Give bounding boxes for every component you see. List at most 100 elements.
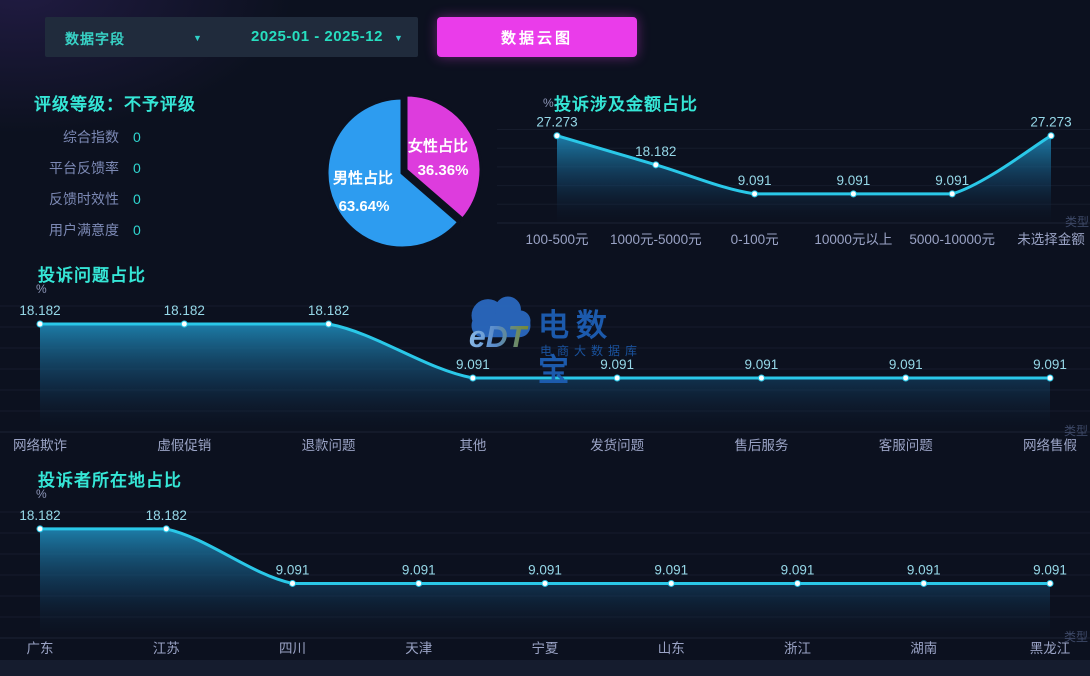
pie-label: 36.36% — [418, 162, 469, 179]
data-point — [36, 320, 44, 328]
y-axis-unit-label: % — [36, 487, 47, 501]
problems-chart-title: 投诉问题占比 — [38, 266, 146, 285]
value-label: 9.091 — [276, 562, 310, 577]
x-axis-label: 1000元-5000元 — [610, 232, 702, 247]
x-axis-label: 发货问题 — [590, 437, 644, 453]
value-label: 18.182 — [635, 144, 676, 159]
metric-value: 0 — [133, 128, 141, 145]
x-axis-label: 客服问题 — [879, 437, 933, 453]
date-range-dropdown[interactable]: 2025-01 - 2025-12 ▼ — [223, 17, 418, 57]
pie-slice-male — [325, 96, 461, 250]
data-point — [849, 190, 857, 198]
value-label: 9.091 — [456, 357, 490, 372]
metric-row: 反馈时效性 0 — [33, 183, 141, 214]
rating-title: 评级等级：不予评级 — [34, 95, 196, 114]
gender-pie-chart: 女性占比 36.36% 男性占比 63.64% — [325, 93, 483, 250]
data-point — [325, 320, 333, 328]
chevron-down-icon: ▼ — [193, 33, 202, 43]
value-label: 9.091 — [935, 173, 969, 188]
x-axis-label: 山东 — [658, 641, 685, 656]
metric-row: 用户满意度 0 — [33, 214, 141, 245]
value-label: 9.091 — [1033, 357, 1067, 372]
data-cloud-button[interactable]: 数据云图 — [437, 17, 637, 57]
pie-label: 63.64% — [339, 198, 390, 215]
value-label: 27.273 — [536, 115, 577, 130]
value-label: 18.182 — [19, 508, 60, 523]
data-point — [667, 579, 675, 587]
metric-label: 反馈时效性 — [49, 190, 119, 207]
value-label: 18.182 — [164, 303, 205, 318]
x-axis-label: 网络欺诈 — [13, 438, 67, 453]
value-label: 9.091 — [907, 562, 941, 577]
x-axis-label: 其他 — [459, 438, 486, 453]
x-axis-label: 5000-10000元 — [909, 232, 995, 247]
locations-chart-title: 投诉者所在地占比 — [38, 471, 182, 490]
x-axis-label: 宁夏 — [532, 640, 560, 656]
value-label: 9.091 — [781, 562, 815, 577]
data-point — [794, 579, 801, 587]
data-point — [948, 190, 956, 198]
pie-label: 女性占比 — [408, 137, 468, 155]
area-fill — [557, 135, 1051, 223]
problems-chart: 18.182 网络欺诈 18.182 虚假促销 18.182 退款问题 9.091 其他 9.0… — [0, 303, 1090, 453]
date-range-value: 2025-01 - 2025-12 — [251, 28, 383, 45]
data-point — [415, 579, 423, 587]
x-axis-label: 湖南 — [910, 641, 937, 656]
data-point — [1046, 579, 1054, 587]
data-point — [469, 374, 477, 382]
data-point — [36, 525, 44, 533]
value-label: 9.091 — [402, 562, 436, 577]
x-axis-label: 江苏 — [153, 641, 180, 656]
data-point — [613, 374, 621, 382]
value-label: 9.091 — [745, 357, 779, 372]
line-series — [38, 322, 1052, 380]
value-label: 27.273 — [1030, 115, 1071, 130]
data-point — [162, 525, 170, 533]
metric-value: 0 — [133, 190, 141, 207]
x-axis-label: 网络售假 — [1023, 438, 1077, 453]
metric-label: 综合指数 — [63, 128, 119, 145]
pie-slice-female — [404, 93, 483, 222]
bottom-strip — [0, 660, 1090, 676]
x-axis-label: 10000元以上 — [814, 232, 892, 247]
x-axis-label: 浙江 — [784, 641, 811, 656]
x-axis-label: 四川 — [279, 641, 306, 656]
value-label: 18.182 — [308, 303, 349, 318]
x-axis-label: 广东 — [27, 641, 54, 656]
field-dropdown[interactable]: 数据字段 ▼ — [45, 17, 223, 57]
data-point — [902, 374, 910, 382]
data-point — [553, 132, 561, 140]
data-point — [757, 374, 765, 382]
value-label: 9.091 — [837, 173, 871, 188]
data-point — [751, 190, 759, 198]
data-point — [920, 579, 928, 587]
data-point — [1046, 374, 1054, 382]
x-axis-label: 未选择金额 — [1017, 232, 1085, 247]
x-axis-label: 虚假促销 — [157, 438, 211, 453]
x-axis-name: 类型 — [1064, 424, 1088, 438]
y-axis-unit-label: % — [543, 96, 554, 110]
x-axis-label: 天津 — [405, 641, 432, 656]
x-axis-name: 类型 — [1065, 215, 1089, 229]
value-label: 9.091 — [889, 357, 923, 372]
pie-label: 男性占比 — [333, 169, 393, 187]
value-label: 9.091 — [528, 562, 562, 577]
rating-metrics: 综合指数 0 平台反馈率 0 反馈时效性 0 用户满意度 0 — [33, 121, 141, 245]
data-point — [541, 579, 549, 587]
amount-chart: 27.273 100-500元 18.182 1000元-5000元 9.091 0-10… — [497, 115, 1090, 247]
data-point — [652, 161, 660, 169]
value-label: 9.091 — [1033, 562, 1067, 577]
metric-label: 用户满意度 — [49, 221, 119, 238]
data-point — [180, 320, 188, 328]
x-axis-label: 0-100元 — [731, 232, 779, 247]
x-axis-label: 黑龙江 — [1030, 641, 1071, 656]
metric-label: 平台反馈率 — [49, 159, 119, 176]
value-label: 9.091 — [654, 562, 688, 577]
amount-chart-title: 投诉涉及金额占比 — [554, 95, 698, 114]
data-point — [1047, 132, 1055, 140]
y-axis-unit-label: % — [36, 282, 47, 296]
x-axis-label: 100-500元 — [525, 232, 588, 247]
field-dropdown-label: 数据字段 — [65, 31, 125, 47]
chevron-down-icon: ▼ — [394, 33, 403, 43]
